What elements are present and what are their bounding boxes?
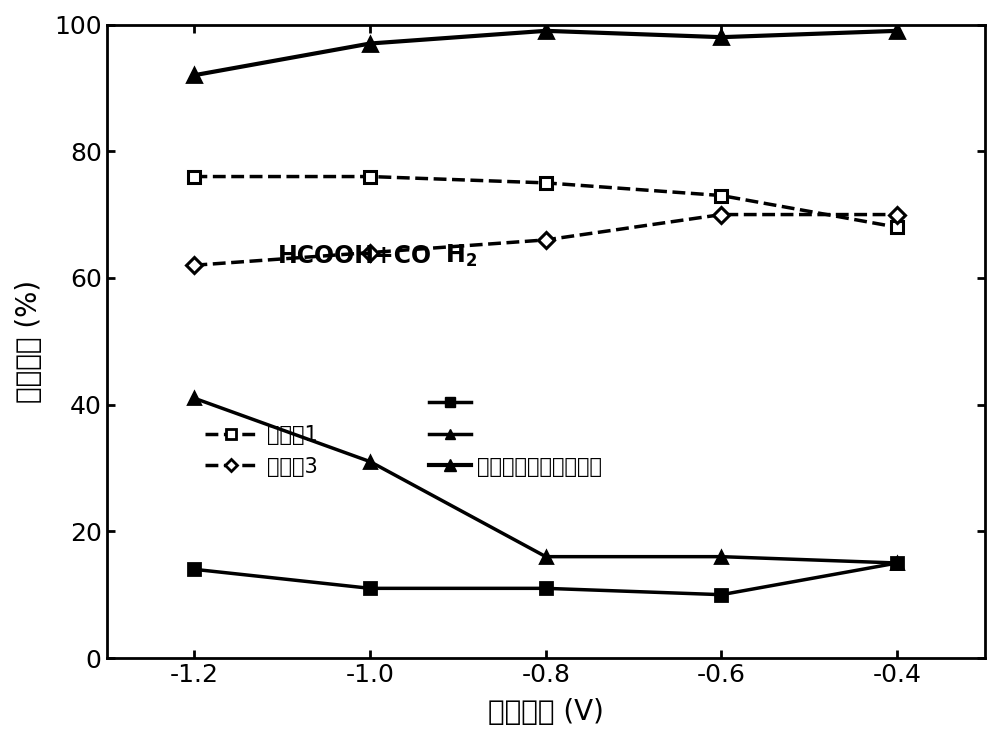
Y-axis label: 电流效率 (%): 电流效率 (%) — [15, 279, 43, 403]
Legend: , , 未改性磺化聚醚醚醇膜: , , 未改性磺化聚醚醚醇膜 — [429, 393, 602, 476]
Text: $\mathbf{H_2}$: $\mathbf{H_2}$ — [445, 242, 477, 269]
Text: HCOOH+CO: HCOOH+CO — [278, 244, 432, 268]
X-axis label: 阴极电势 (V): 阴极电势 (V) — [488, 698, 604, 726]
